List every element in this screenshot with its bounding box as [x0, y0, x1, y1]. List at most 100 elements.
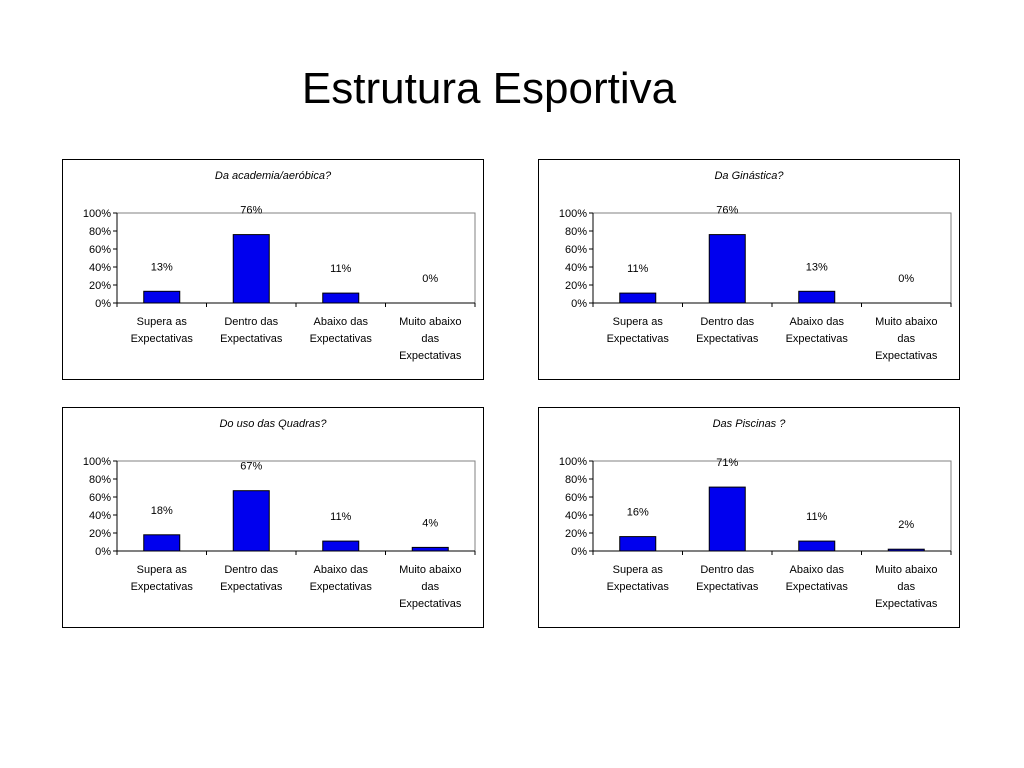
category-label: Expectativas [696, 581, 759, 593]
category-label: Expectativas [310, 581, 373, 593]
category-label: Abaixo das [790, 564, 845, 576]
category-label: Expectativas [220, 581, 283, 593]
category-label: Expectativas [696, 333, 759, 345]
chart-quadras: Do uso das Quadras? 0% 20% 40% 60% 80% 100% 18%… [62, 407, 484, 628]
category-label: Expectativas [786, 581, 849, 593]
bar-1 [619, 292, 657, 304]
data-label: 11% [627, 263, 648, 275]
bar-3 [322, 540, 360, 552]
data-label: 71% [716, 457, 738, 469]
category-label: das [421, 333, 439, 345]
bar-3 [798, 290, 836, 304]
y-tick-label: 20% [89, 528, 111, 540]
y-tick-label: 20% [565, 528, 587, 540]
data-label: 76% [240, 205, 262, 217]
y-tick-label: 40% [89, 510, 111, 522]
bar-2 [232, 490, 270, 552]
category-label: Supera as [613, 316, 664, 328]
category-label: Expectativas [310, 333, 373, 345]
y-tick-label: 60% [565, 492, 587, 504]
chart-title: Da academia/aeróbica? [215, 170, 332, 182]
chart-title: Da Ginástica? [714, 170, 784, 182]
bar-4 [887, 548, 925, 552]
y-tick-label: 80% [89, 226, 111, 238]
category-label: Expectativas [399, 598, 462, 610]
category-label: Expectativas [131, 581, 194, 593]
y-tick-label: 0% [95, 298, 111, 310]
category-label: Expectativas [607, 333, 670, 345]
data-label: 13% [806, 261, 828, 273]
chart-title: Das Piscinas ? [713, 418, 787, 430]
y-tick-label: 60% [89, 244, 111, 256]
chart-svg: Do uso das Quadras? 0% 20% 40% 60% 80% 100% 18%… [83, 418, 476, 610]
category-label: Supera as [137, 316, 188, 328]
category-label: das [897, 581, 915, 593]
bar-4 [411, 546, 449, 552]
bar-2 [708, 486, 746, 552]
bar-1 [619, 536, 657, 552]
bar-3 [322, 292, 360, 304]
category-label: Expectativas [875, 598, 938, 610]
y-tick-label: 80% [565, 474, 587, 486]
bar-1 [143, 290, 181, 304]
data-label: 11% [330, 511, 351, 523]
chart-svg: Da academia/aeróbica? 0% 20% 40% 60% 80% 100% 1… [83, 170, 476, 362]
y-tick-label: 20% [89, 280, 111, 292]
category-label: Expectativas [875, 350, 938, 362]
category-label: Dentro das [224, 564, 278, 576]
category-label: Dentro das [700, 316, 754, 328]
data-label: 4% [422, 517, 438, 529]
category-label: Expectativas [131, 333, 194, 345]
y-tick-label: 0% [95, 546, 111, 558]
category-label: Muito abaixo [875, 564, 937, 576]
bar-1 [143, 534, 181, 552]
category-label: Expectativas [399, 350, 462, 362]
category-label: Abaixo das [314, 316, 369, 328]
data-label: 76% [716, 205, 738, 217]
y-tick-label: 40% [89, 262, 111, 274]
category-label: Supera as [137, 564, 188, 576]
y-tick-label: 80% [89, 474, 111, 486]
chart-title: Do uso das Quadras? [219, 418, 327, 430]
category-label: Dentro das [224, 316, 278, 328]
bar-3 [798, 540, 836, 552]
category-label: Expectativas [607, 581, 670, 593]
y-tick-label: 100% [559, 208, 587, 220]
plot-area-border [116, 212, 476, 304]
y-tick-label: 40% [565, 262, 587, 274]
category-label: das [897, 333, 915, 345]
data-label: 0% [898, 273, 914, 285]
category-label: Abaixo das [790, 316, 845, 328]
y-tick-label: 40% [565, 510, 587, 522]
y-tick-label: 0% [571, 298, 587, 310]
bar-2 [232, 234, 270, 304]
bar-2 [708, 234, 746, 304]
data-label: 18% [151, 505, 173, 517]
data-label: 11% [806, 511, 827, 523]
y-tick-label: 100% [83, 208, 111, 220]
y-tick-label: 80% [565, 226, 587, 238]
category-label: Supera as [613, 564, 664, 576]
data-label: 2% [898, 519, 914, 531]
category-label: Muito abaixo [875, 316, 937, 328]
chart-svg: Da Ginástica? 0% 20% 40% 60% 80% 100% 11% Supera… [559, 170, 952, 362]
chart-piscinas: Das Piscinas ? 0% 20% 40% 60% 80% 100% 16% Super… [538, 407, 960, 628]
slide-title: Estrutura Esportiva [301, 64, 677, 113]
chart-academia: Da academia/aeróbica? 0% 20% 40% 60% 80% 100% 1… [62, 159, 484, 380]
data-label: 67% [240, 461, 262, 473]
y-tick-label: 0% [571, 546, 587, 558]
category-label: Abaixo das [314, 564, 369, 576]
data-label: 16% [627, 507, 649, 519]
category-label: das [421, 581, 439, 593]
category-label: Muito abaixo [399, 316, 461, 328]
data-label: 13% [151, 261, 173, 273]
data-label: 11% [330, 263, 351, 275]
chart-ginastica: Da Ginástica? 0% 20% 40% 60% 80% 100% 11% Supera… [538, 159, 960, 380]
y-tick-label: 60% [565, 244, 587, 256]
y-tick-label: 20% [565, 280, 587, 292]
plot-area-border [592, 212, 952, 304]
y-tick-label: 60% [89, 492, 111, 504]
y-tick-label: 100% [559, 456, 587, 468]
data-label: 0% [422, 273, 438, 285]
category-label: Dentro das [700, 564, 754, 576]
